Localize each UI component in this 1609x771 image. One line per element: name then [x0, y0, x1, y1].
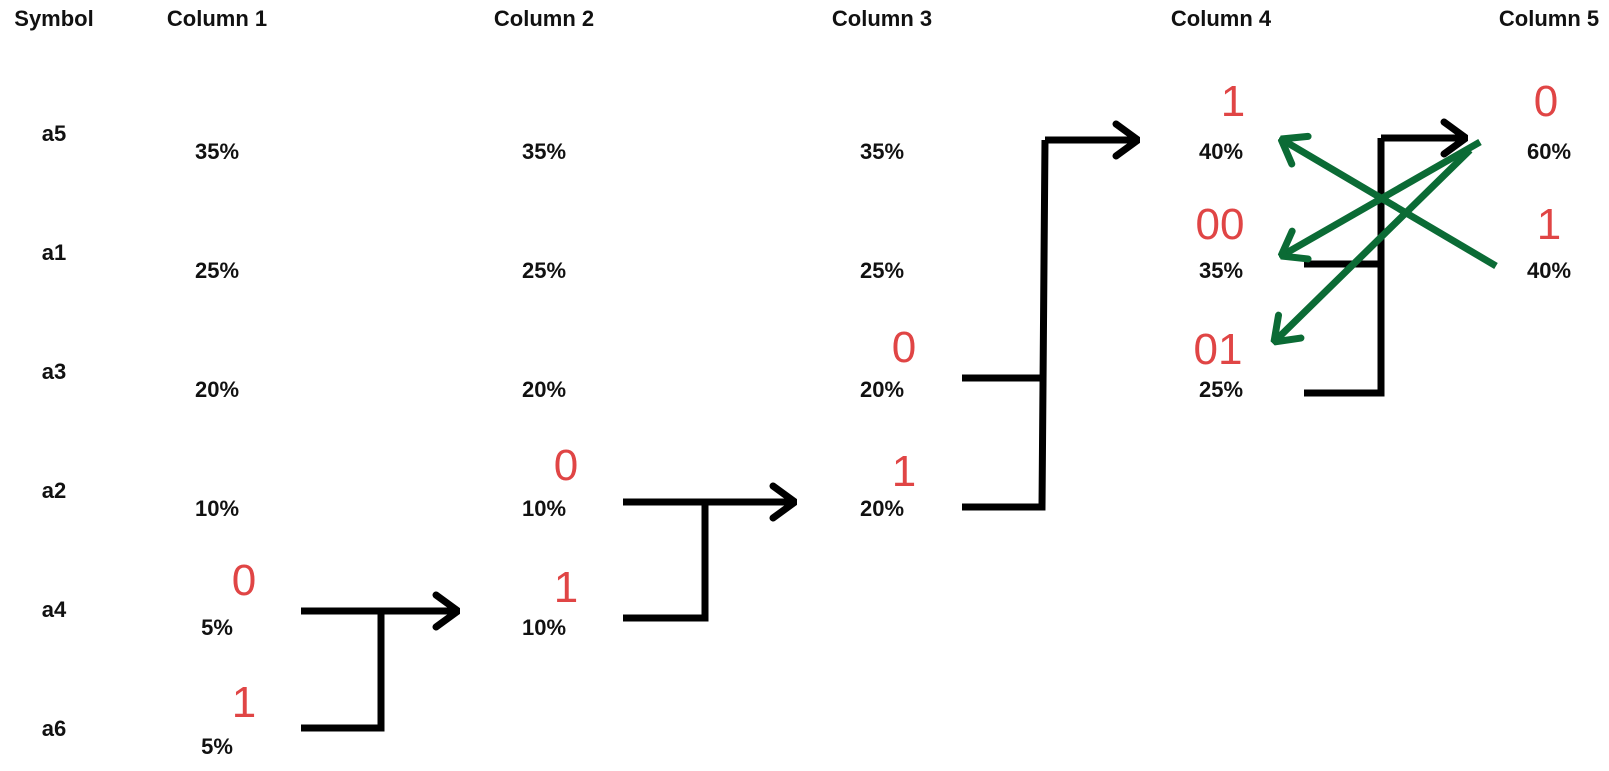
merge1-lower-bracket — [301, 611, 385, 732]
col2-prob-5: 10% — [521, 615, 567, 640]
header-column-2: Column 2 — [493, 6, 595, 31]
col1-prob-a2: 10% — [194, 496, 240, 521]
code-col4-top: 1 — [1220, 77, 1246, 126]
col2-prob-4: 10% — [521, 496, 567, 521]
col5-prob-1: 60% — [1526, 139, 1572, 164]
header-column-1: Column 1 — [166, 6, 268, 31]
code-col2-upper: 0 — [553, 441, 579, 490]
code-col5-top: 0 — [1533, 77, 1559, 126]
symbol-a1: a1 — [41, 240, 67, 265]
backtrack-arrow-to-40 — [1281, 139, 1498, 270]
symbol-a2: a2 — [41, 478, 67, 503]
symbol-a6: a6 — [41, 716, 67, 741]
code-col1-a6: 1 — [231, 678, 257, 727]
code-col4-mid: 00 — [1195, 200, 1245, 249]
col2-prob-1: 35% — [521, 139, 567, 164]
col3-prob-3: 20% — [859, 377, 905, 402]
col2-prob-3: 20% — [521, 377, 567, 402]
col1-prob-a4: 5% — [201, 615, 233, 640]
code-col5-bot: 1 — [1536, 200, 1562, 249]
backtrack-arrow-to-35 — [1281, 138, 1482, 256]
header-symbol: Symbol — [14, 6, 94, 31]
col1-prob-a3: 20% — [194, 377, 240, 402]
col3-prob-1: 35% — [859, 139, 905, 164]
header-column-3: Column 3 — [831, 6, 933, 31]
col5-prob-2: 40% — [1526, 258, 1572, 283]
merge4-lower-bracket — [1304, 138, 1385, 397]
code-col4-bot: 01 — [1193, 325, 1243, 374]
code-col2-lower: 1 — [553, 563, 579, 612]
col1-prob-a6: 5% — [201, 734, 233, 759]
col2-prob-2: 25% — [521, 258, 567, 283]
col4-prob-1: 40% — [1198, 139, 1244, 164]
col1-prob-a5: 35% — [194, 139, 240, 164]
merge2-lower-bracket — [623, 502, 709, 622]
code-col1-a4: 0 — [231, 556, 257, 605]
header-column-5: Column 5 — [1498, 6, 1600, 31]
col1-prob-a1: 25% — [194, 258, 240, 283]
symbol-a5: a5 — [41, 121, 67, 146]
col3-prob-2: 25% — [859, 258, 905, 283]
col3-prob-4: 20% — [859, 496, 905, 521]
col4-prob-3: 25% — [1198, 377, 1244, 402]
backtrack-arrow-to-25 — [1274, 147, 1473, 342]
merge3-lower-bracket — [962, 139, 1049, 511]
col4-prob-2: 35% — [1198, 258, 1244, 283]
header-column-4: Column 4 — [1170, 6, 1272, 31]
code-col3-lower: 1 — [891, 447, 917, 496]
symbol-a4: a4 — [41, 597, 67, 622]
code-col3-upper: 0 — [891, 323, 917, 372]
symbol-a3: a3 — [41, 359, 67, 384]
